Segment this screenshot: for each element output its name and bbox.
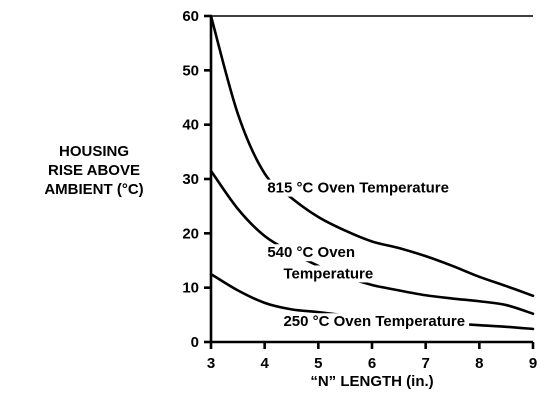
labels-layer: 0 10 20 30 40 50 60 3 4 5 6 7 8 9 “N” LENGTH (in.) HOUS…	[44, 8, 537, 390]
y-tick-label: 30	[182, 171, 199, 188]
curve-label-backing	[263, 179, 453, 197]
curve-label: Temperature	[283, 265, 373, 282]
y-tick-label: 10	[182, 280, 199, 297]
y-tick-label: 20	[182, 225, 199, 242]
x-tick-label: 8	[475, 355, 483, 372]
axes-layer	[204, 14, 535, 349]
y-tick-label: 0	[191, 334, 199, 351]
series-540-curve	[209, 169, 535, 316]
series-815-curve	[209, 14, 535, 298]
y-tick-label: 60	[182, 8, 199, 25]
curve-label-backing	[279, 313, 470, 331]
y-axis-label: RISE ABOVE	[48, 162, 140, 179]
x-tick-label: 6	[368, 355, 376, 372]
curve-label: 250 °C Oven Temperature	[283, 313, 465, 330]
x-tick-label: 7	[421, 355, 429, 372]
y-tick-label: 50	[182, 62, 199, 79]
curve-label: 815 °C Oven Temperature	[267, 180, 449, 197]
curve-label: 540 °C Oven	[267, 244, 355, 261]
x-axis-label: “N” LENGTH (in.)	[310, 373, 433, 390]
y-axis-label: HOUSING	[59, 143, 129, 160]
curve-label-backing	[263, 244, 360, 262]
curve-label-backing	[279, 265, 378, 283]
y-axis-label: AMBIENT (°C)	[44, 181, 143, 198]
x-tick-label: 9	[529, 355, 537, 372]
x-tick-label: 3	[207, 355, 215, 372]
x-tick-label: 4	[260, 355, 269, 372]
y-tick-label: 40	[182, 117, 199, 134]
x-tick-label: 5	[314, 355, 322, 372]
